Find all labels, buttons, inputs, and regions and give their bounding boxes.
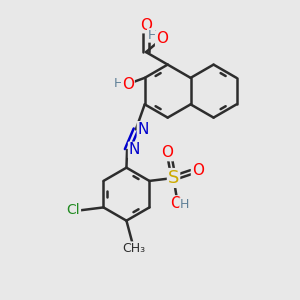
Text: H: H <box>148 29 157 42</box>
Text: O: O <box>156 31 168 46</box>
Text: H: H <box>180 198 189 211</box>
Text: N: N <box>138 122 149 137</box>
Text: H: H <box>114 77 123 90</box>
Text: S: S <box>168 169 179 187</box>
Text: O: O <box>170 196 182 211</box>
Text: Cl: Cl <box>67 203 80 218</box>
Text: O: O <box>161 146 173 160</box>
Text: O: O <box>192 163 204 178</box>
Text: N: N <box>129 142 140 158</box>
Text: CH₃: CH₃ <box>122 242 146 255</box>
Text: O: O <box>140 17 152 32</box>
Text: O: O <box>122 77 134 92</box>
